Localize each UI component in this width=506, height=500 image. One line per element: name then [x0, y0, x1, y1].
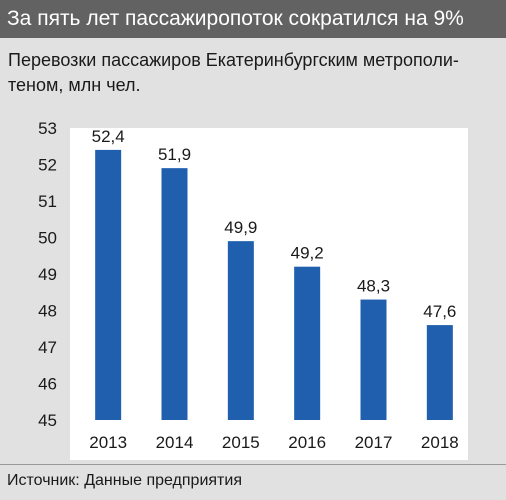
- x-tick-label-2016: 2016: [288, 433, 326, 452]
- page-title: За пять лет пассажиропоток сократился на…: [7, 7, 464, 30]
- x-tick-label-2017: 2017: [355, 433, 393, 452]
- y-tick-label: 46: [38, 375, 57, 394]
- data-label-2014: 51,9: [158, 145, 191, 164]
- x-tick-label-2015: 2015: [222, 433, 260, 452]
- bar-2016: [294, 266, 321, 420]
- y-tick-label: 49: [38, 265, 57, 284]
- y-tick-label: 47: [38, 338, 57, 357]
- y-tick-label: 51: [38, 192, 57, 211]
- data-labels: 52,4 51,9 49,9 49,2 48,3 47,6: [92, 127, 457, 321]
- bar-2017: [360, 299, 387, 420]
- data-label-2016: 49,2: [291, 244, 324, 263]
- plot-area: [70, 128, 468, 460]
- data-label-2015: 49,9: [224, 218, 257, 237]
- header-bar: За пять лет пассажиропоток сократился на…: [0, 0, 506, 38]
- data-label-2018: 47,6: [423, 302, 456, 321]
- x-tick-label-2014: 2014: [156, 433, 194, 452]
- chart-subtitle: Перевозки пассажиров Екатеринбургским ме…: [8, 50, 459, 95]
- bar-2018: [426, 325, 453, 420]
- bar-2013: [95, 149, 122, 420]
- x-tick-label-2018: 2018: [421, 433, 459, 452]
- x-tick-label-2013: 2013: [89, 433, 127, 452]
- data-label-2017: 48,3: [357, 277, 390, 296]
- y-axis: 45 46 47 48 49 50 51 52 53: [38, 119, 57, 430]
- source-note: Источник: Данные предприятия: [7, 472, 242, 489]
- y-tick-label: 50: [38, 229, 57, 248]
- y-tick-label: 52: [38, 156, 57, 175]
- y-tick-label: 48: [38, 302, 57, 321]
- bars: [95, 149, 453, 420]
- x-axis: 2013 2014 2015 2016 2017 2018: [89, 433, 458, 452]
- footer-divider: [0, 464, 506, 465]
- bar-2015: [227, 241, 254, 420]
- y-tick-label: 45: [38, 411, 57, 430]
- bar-2014: [161, 168, 188, 420]
- y-tick-label: 53: [38, 119, 57, 138]
- data-label-2013: 52,4: [92, 127, 125, 146]
